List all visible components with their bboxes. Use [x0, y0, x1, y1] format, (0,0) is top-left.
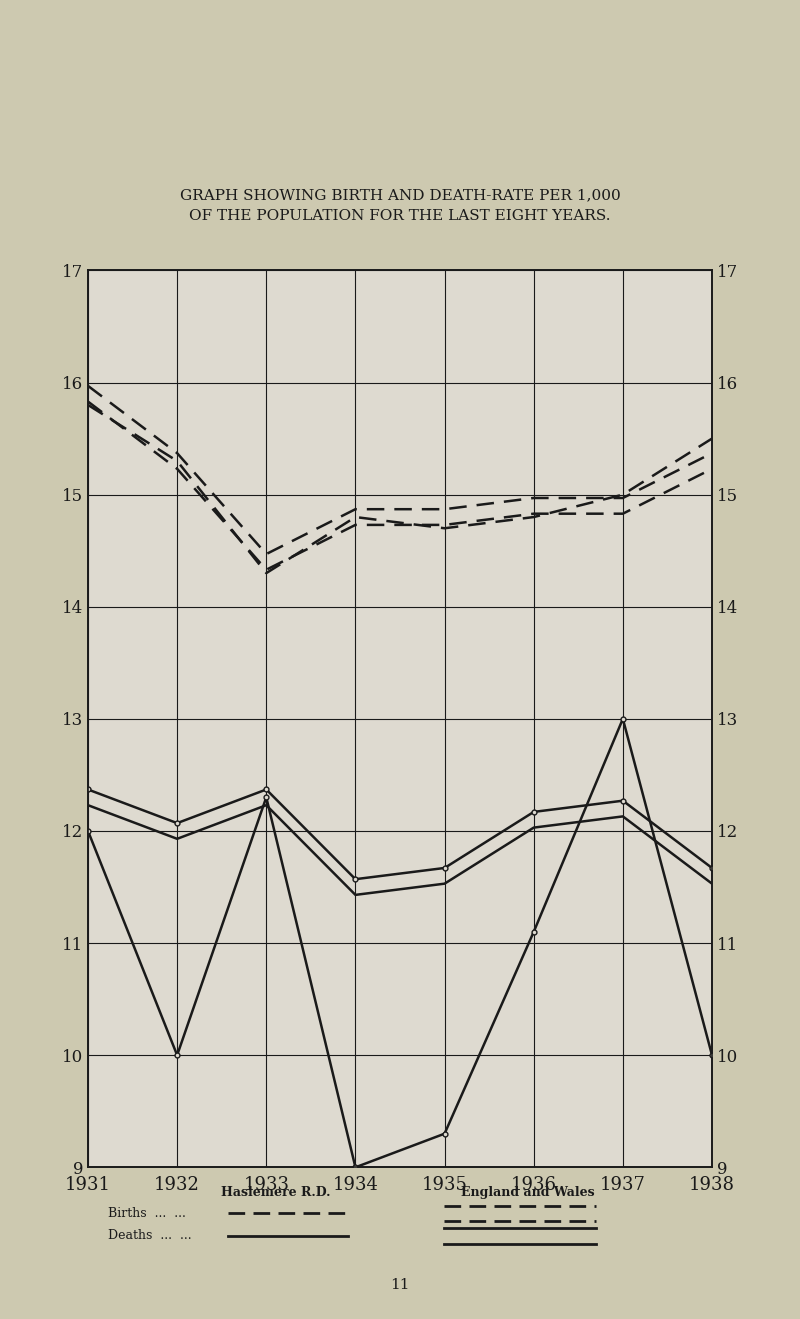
- Text: England and Wales: England and Wales: [461, 1186, 595, 1199]
- Text: OF THE POPULATION FOR THE LAST EIGHT YEARS.: OF THE POPULATION FOR THE LAST EIGHT YEA…: [190, 210, 610, 223]
- Text: Deaths  ...  ...: Deaths ... ...: [108, 1229, 192, 1242]
- Text: GRAPH SHOWING BIRTH AND DEATH-RATE PER 1,000: GRAPH SHOWING BIRTH AND DEATH-RATE PER 1…: [180, 189, 620, 202]
- Text: Haslemere R.D.: Haslemere R.D.: [222, 1186, 330, 1199]
- Text: Births  ...  ...: Births ... ...: [108, 1207, 186, 1220]
- Text: 11: 11: [390, 1278, 410, 1291]
